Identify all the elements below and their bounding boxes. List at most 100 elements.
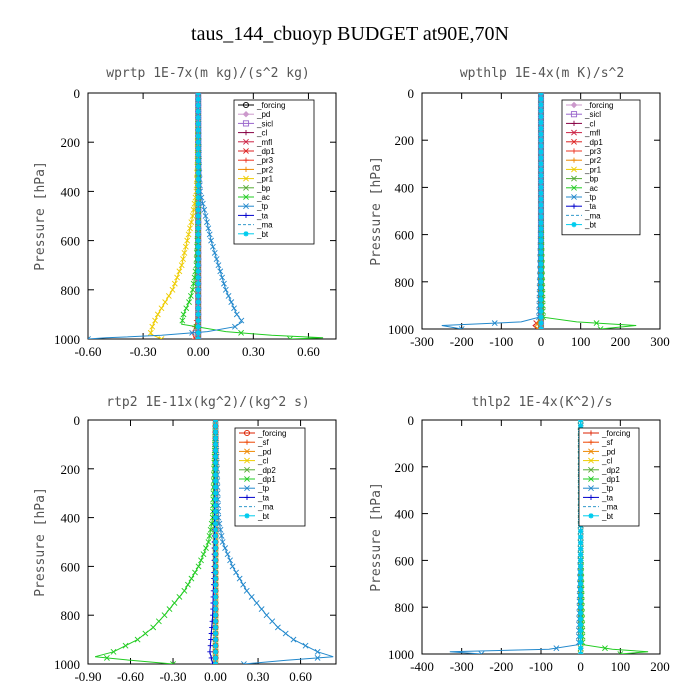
series-point-tp	[491, 320, 498, 327]
legend-label: _ta	[601, 493, 614, 502]
series-point-dp1	[181, 587, 188, 594]
series-point-bt	[195, 274, 201, 281]
y-tick-label: 400	[61, 511, 81, 526]
series-point-tp	[227, 557, 233, 564]
legend-marker	[243, 212, 249, 218]
legend-label: _ac	[584, 184, 598, 193]
y-tick-label: 600	[395, 553, 415, 568]
series-point-pr1	[187, 225, 193, 232]
series-point-tp	[217, 268, 224, 275]
legend-label: _tp	[584, 193, 597, 202]
series-point-ac	[186, 299, 192, 306]
x-tick-label: -100	[489, 334, 513, 349]
series-point-tp	[302, 642, 309, 649]
legend-marker	[243, 157, 249, 163]
series-point-bt	[195, 201, 201, 207]
x-tick-label: -400	[410, 659, 434, 674]
legend-label: _ma	[584, 211, 601, 220]
series-point-bt	[212, 533, 219, 539]
legend-marker	[588, 457, 594, 464]
x-tick-label: -300	[450, 659, 474, 674]
series-point-tp	[206, 231, 213, 238]
series-point-bt	[578, 639, 584, 645]
legend-marker	[242, 110, 250, 118]
series-point-bt	[212, 429, 219, 435]
legend-label: _bt	[256, 230, 269, 239]
series-point-tp	[232, 323, 238, 330]
series-point-tp	[199, 200, 206, 207]
y-tick-label: 1000	[54, 657, 80, 672]
series-point-tp	[253, 600, 260, 606]
legend-label: _pr2	[584, 156, 602, 165]
series-point-bt	[212, 447, 219, 454]
series-point-bt	[578, 551, 584, 558]
series-point-bt	[538, 208, 544, 214]
legend-marker	[243, 148, 249, 154]
series-point-bt	[212, 545, 219, 551]
series-point-bt	[195, 127, 201, 133]
series-point-dp1	[171, 600, 178, 606]
legend-marker	[244, 466, 250, 473]
series-point-bt	[538, 214, 544, 220]
series-point-bt	[195, 219, 201, 225]
legend-label: _ta	[584, 202, 597, 211]
series-point-tp	[88, 336, 91, 339]
series-point-bt	[578, 616, 584, 622]
series-point-bt	[195, 213, 201, 219]
legend-label: _cl	[601, 457, 612, 466]
series-point-dp1	[602, 645, 608, 652]
series-point-bt	[212, 569, 219, 576]
series-point-tp	[274, 624, 281, 631]
series-point-bt	[212, 618, 219, 624]
series-point-tp	[222, 286, 229, 293]
series-point-bt	[538, 108, 544, 114]
series-point-bt	[212, 502, 219, 508]
series-point-bt	[195, 225, 201, 231]
plot-frame	[87, 92, 337, 340]
y-tick-label: 0	[408, 413, 415, 428]
series-point-bt	[538, 143, 544, 149]
series-point-pr1	[188, 219, 195, 226]
x-tick-label: 200	[611, 334, 631, 349]
y-tick-label: 800	[61, 283, 81, 298]
series-point-bt	[195, 115, 201, 121]
series-point-tp	[201, 206, 208, 213]
legend-label: _dp1	[256, 147, 275, 156]
series-point-tp	[238, 317, 245, 324]
series-point-bt	[212, 454, 219, 460]
series-point-ac	[179, 317, 186, 324]
legend-marker	[243, 194, 249, 200]
series-point-dp1	[155, 618, 162, 625]
series-point-bt	[538, 119, 544, 126]
series-point-dp1	[188, 575, 195, 582]
series-point-pr1	[158, 305, 165, 312]
y-tick-label: 1000	[388, 322, 414, 337]
legend-marker	[243, 175, 249, 182]
series-point-bt	[195, 176, 201, 182]
series-point-bt	[212, 594, 219, 600]
x-tick-label: -0.30	[159, 669, 186, 684]
series-point-bt	[538, 96, 544, 102]
series-point-bt	[212, 582, 219, 588]
legend-marker	[244, 485, 250, 492]
legend-label: _sicl	[584, 110, 601, 119]
series-point-bt	[212, 496, 219, 502]
series-point-tp	[211, 249, 218, 256]
series-point-bt	[578, 423, 584, 429]
legend: _forcing_sf_pd_cl_dp2_dp1_tp_ta_ma_bt	[234, 427, 306, 527]
legend-marker	[588, 430, 594, 436]
y-axis-label: Pressure [hPa]	[33, 487, 48, 597]
series-point-bt	[195, 244, 201, 250]
legend-marker	[588, 494, 594, 500]
series-point-bt	[538, 267, 544, 273]
series-point-bt	[578, 569, 584, 575]
series-point-tp	[216, 520, 223, 527]
series-point-bt	[212, 420, 219, 423]
legend-marker	[243, 203, 249, 210]
series-point-dp1	[205, 539, 212, 545]
legend-marker	[571, 129, 577, 136]
series-point-bt	[578, 628, 584, 634]
series-point-bt	[578, 598, 584, 604]
legend: _forcing_sicl_cl_mfl_dp1_pr3_pr2_pr1_bp_…	[561, 99, 641, 236]
